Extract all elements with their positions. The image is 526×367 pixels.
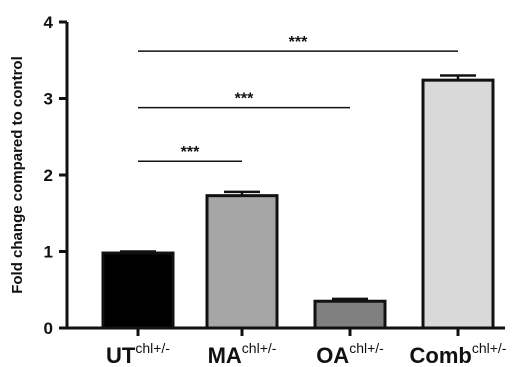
category-name: UT — [106, 343, 136, 367]
bar — [101, 251, 175, 330]
y-tick-label: 4 — [44, 13, 54, 32]
significance-label: *** — [181, 144, 200, 161]
y-tick-label: 3 — [44, 90, 53, 109]
x-category-label: OAchl+/- — [316, 340, 384, 367]
category-superscript: chl+/- — [349, 340, 384, 356]
significance-label: *** — [289, 34, 308, 51]
bar — [205, 194, 279, 330]
x-category-label: Combchl+/- — [410, 340, 507, 367]
significance-group: *** *** *** — [138, 34, 458, 162]
y-axis: 0 1 2 3 4 — [44, 13, 69, 338]
y-axis-title: Fold change compared to control — [9, 56, 26, 294]
category-name: Comb — [410, 343, 472, 367]
category-name: MA — [208, 343, 242, 367]
category-name: OA — [316, 343, 349, 367]
category-superscript: chl+/- — [135, 340, 170, 356]
bar — [313, 299, 387, 330]
y-tick-label: 0 — [44, 319, 53, 338]
error-bars-group — [120, 74, 476, 302]
bar — [421, 78, 495, 330]
significance-label: *** — [235, 91, 254, 108]
bars-group — [101, 78, 495, 330]
y-tick-label: 1 — [44, 243, 53, 262]
category-superscript: chl+/- — [242, 340, 277, 356]
y-tick-label: 2 — [44, 166, 53, 185]
category-superscript: chl+/- — [472, 340, 507, 356]
x-category-label: MAchl+/- — [208, 340, 277, 367]
x-category-label: UTchl+/- — [106, 340, 170, 367]
x-axis-labels: UTchl+/- MAchl+/- OAchl+/- Combchl+/- — [106, 328, 507, 367]
